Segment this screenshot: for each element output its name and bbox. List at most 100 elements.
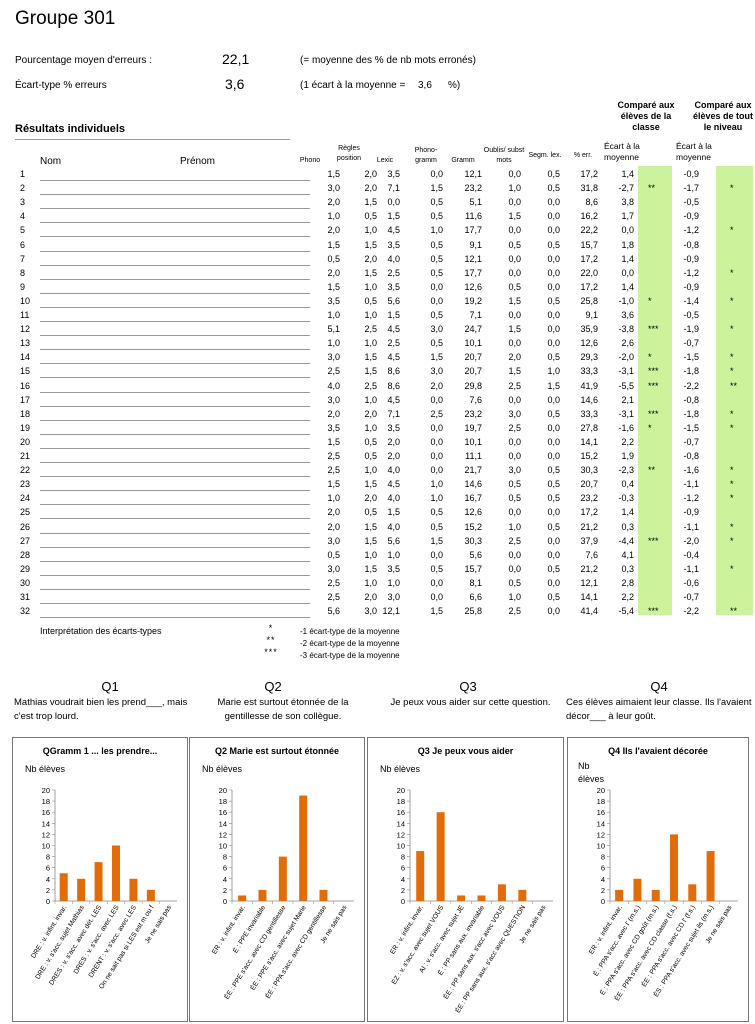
q2-text: Marie est surtout étonnée de la gentille… bbox=[217, 697, 349, 722]
cell-lexic: 4,5 bbox=[387, 394, 400, 405]
bar bbox=[129, 878, 138, 901]
cell-perr: 17,2 bbox=[580, 507, 598, 518]
cell-perr: 41,4 bbox=[580, 606, 598, 617]
cell-ecart-class: 1,8 bbox=[621, 239, 634, 250]
cell-stars-level: * bbox=[730, 352, 734, 363]
cell-gramm: 29,8 bbox=[464, 380, 482, 391]
cell-perr: 9,1 bbox=[585, 310, 598, 320]
cell-phono: 2,0 bbox=[327, 267, 340, 278]
bar bbox=[77, 878, 86, 901]
row-number: 11 bbox=[20, 310, 30, 320]
name-field-line bbox=[40, 419, 310, 421]
table-row: 26 2,0 1,5 4,0 0,5 15,2 1,0 0,5 21,2 0,3 -1,1 * bbox=[0, 520, 755, 534]
cell-regles: 3,0 bbox=[364, 606, 377, 617]
name-field-line bbox=[40, 180, 310, 181]
cell-oublis: 0,0 bbox=[508, 197, 521, 208]
cell-phono: 2,0 bbox=[327, 507, 340, 518]
cell-phonogramm: 0,0 bbox=[430, 295, 443, 306]
cell-segm: 0,5 bbox=[547, 521, 560, 532]
cell-ecart-level: -0,8 bbox=[683, 394, 699, 405]
cell-perr: 14,1 bbox=[580, 436, 598, 447]
bar bbox=[457, 895, 466, 901]
cell-segm: 0,0 bbox=[547, 267, 560, 278]
cell-lexic: 1,0 bbox=[387, 549, 400, 560]
row-number: 27 bbox=[20, 535, 31, 546]
y-tick-label: 12 bbox=[42, 830, 50, 839]
cell-regles: 2,0 bbox=[364, 493, 377, 504]
cell-regles: 2,0 bbox=[364, 253, 377, 264]
cell-gramm: 12,6 bbox=[464, 507, 482, 518]
bar bbox=[416, 851, 425, 901]
cell-ecart-class: -2,3 bbox=[618, 465, 634, 476]
cell-perr: 17,2 bbox=[580, 281, 598, 292]
cell-gramm: 15,7 bbox=[464, 563, 482, 574]
cell-phonogramm: 0,0 bbox=[430, 592, 443, 602]
y-tick-label: 20 bbox=[42, 786, 50, 795]
y-tick-label: 6 bbox=[223, 864, 227, 873]
cell-phonogramm: 0,5 bbox=[430, 338, 443, 349]
cell-oublis: 1,0 bbox=[508, 592, 521, 602]
cell-ecart-class: 4,1 bbox=[621, 549, 634, 560]
bar bbox=[258, 889, 267, 901]
cell-regles: 2,5 bbox=[364, 380, 377, 391]
cell-stars-class: ** bbox=[648, 465, 656, 476]
cell-gramm: 10,1 bbox=[464, 436, 482, 447]
y-tick-label: 4 bbox=[46, 875, 50, 884]
cell-ecart-level: -1,9 bbox=[683, 324, 699, 335]
cell-ecart-class: 1,4 bbox=[621, 169, 634, 179]
cell-ecart-level: -0,5 bbox=[683, 197, 699, 208]
y-tick-label: 6 bbox=[601, 864, 605, 873]
cell-phonogramm: 0,5 bbox=[430, 239, 443, 250]
cell-lexic: 8,6 bbox=[387, 366, 400, 377]
cell-ecart-level: -1,8 bbox=[683, 366, 699, 377]
cell-phonogramm: 0,0 bbox=[430, 169, 443, 179]
cell-perr: 30,3 bbox=[580, 465, 598, 476]
cell-lexic: 1,5 bbox=[387, 310, 400, 320]
chart-panel-q2: Q2 Marie est surtout étonnée Nb élèves 0… bbox=[189, 737, 365, 1022]
cell-ecart-level: -2,2 bbox=[683, 380, 699, 391]
cell-stars-level: * bbox=[730, 493, 734, 504]
cell-lexic: 1,5 bbox=[387, 507, 400, 518]
cell-oublis: 0,0 bbox=[508, 267, 521, 278]
row-number: 15 bbox=[20, 366, 31, 377]
table-row: 29 3,0 1,5 3,5 0,5 15,7 0,0 0,5 21,2 0,3 -1,1 * bbox=[0, 562, 755, 576]
row-number: 21 bbox=[20, 451, 31, 461]
table-row: 4 1,0 0,5 1,5 0,5 11,6 1,5 0,0 16,2 1,7 -0,9 bbox=[0, 209, 755, 224]
cell-segm: 0,5 bbox=[547, 352, 560, 363]
cell-ecart-class: 2,8 bbox=[621, 577, 634, 588]
cell-regles: 2,5 bbox=[364, 324, 377, 335]
cell-oublis: 1,0 bbox=[508, 521, 521, 532]
cell-regles: 2,0 bbox=[364, 408, 377, 419]
bar bbox=[633, 878, 642, 901]
cell-segm: 0,0 bbox=[547, 422, 560, 433]
cell-regles: 0,5 bbox=[364, 436, 377, 447]
cell-regles: 1,0 bbox=[364, 225, 377, 236]
row-number: 19 bbox=[20, 422, 31, 433]
cell-phono: 3,0 bbox=[327, 183, 340, 194]
cell-perr: 27,8 bbox=[580, 422, 598, 433]
col-perr: % err. bbox=[573, 152, 593, 159]
cell-stars-class: * bbox=[648, 422, 652, 433]
cell-gramm: 20,7 bbox=[464, 352, 482, 363]
cell-perr: 22,2 bbox=[580, 225, 598, 236]
y-tick-label: 8 bbox=[401, 853, 405, 862]
cell-ecart-class: -5,4 bbox=[618, 606, 634, 617]
cell-phono: 1,0 bbox=[327, 338, 340, 349]
cell-lexic: 4,5 bbox=[387, 479, 400, 490]
sd-label: Écart-type % erreurs bbox=[15, 80, 107, 91]
cell-gramm: 30,3 bbox=[464, 535, 482, 546]
cell-phono: 0,5 bbox=[327, 253, 340, 264]
cell-perr: 12,6 bbox=[580, 338, 598, 349]
name-field-line bbox=[40, 306, 310, 308]
cell-phonogramm: 0,0 bbox=[430, 465, 443, 476]
y-tick-label: 6 bbox=[401, 864, 405, 873]
cell-ecart-class: -3,1 bbox=[618, 366, 634, 377]
y-tick-label: 0 bbox=[601, 897, 605, 906]
cell-regles: 2,0 bbox=[364, 592, 377, 602]
cell-stars-class: *** bbox=[648, 535, 659, 546]
cell-ecart-level: -1,4 bbox=[683, 295, 699, 306]
table-row: 1 1,5 2,0 3,5 0,0 12,1 0,0 0,5 17,2 1,4 -0,9 bbox=[0, 167, 755, 181]
cell-segm: 0,0 bbox=[547, 535, 560, 546]
cell-gramm: 9,1 bbox=[469, 239, 482, 250]
cell-lexic: 4,5 bbox=[387, 352, 400, 363]
